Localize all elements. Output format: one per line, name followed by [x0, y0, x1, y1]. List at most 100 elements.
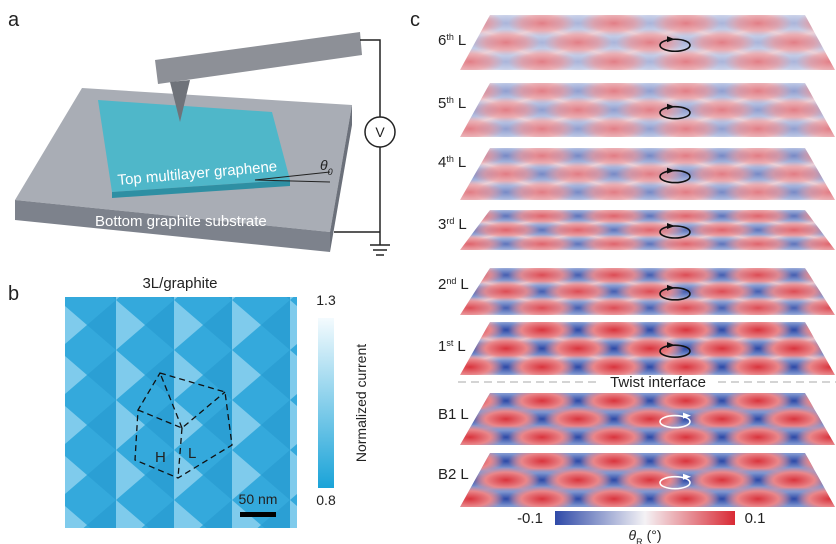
- red-domain: [364, 317, 432, 342]
- red-domain: [364, 448, 432, 474]
- layer-suffix: L: [460, 466, 468, 483]
- colorbar-max: 0.1: [745, 510, 766, 527]
- layer-plane: [364, 264, 836, 319]
- red-domain: [364, 354, 432, 379]
- layer-label: 2ndL: [438, 276, 469, 293]
- blue-domain: [404, 144, 464, 167]
- red-domain: [364, 49, 432, 75]
- layer-label: 3rdL: [438, 216, 467, 233]
- angle-sub: 0: [328, 167, 333, 177]
- layer-suffix: L: [458, 216, 466, 233]
- scale-bar: [240, 512, 276, 517]
- blue-domain: [404, 79, 464, 103]
- layer-number: 3: [438, 216, 446, 233]
- red-domain: [724, 425, 792, 450]
- red-domain: [580, 234, 648, 253]
- layer-plane: [364, 143, 836, 204]
- layer-number: 4: [438, 154, 446, 171]
- red-domain: [580, 49, 648, 75]
- red-domain: [652, 180, 720, 205]
- red-domain: [436, 354, 504, 379]
- layer-number: 5: [438, 95, 446, 112]
- red-domain: [832, 220, 836, 239]
- red-domain: [652, 234, 720, 253]
- red-domain: [508, 234, 576, 253]
- red-domain: [580, 180, 648, 205]
- layer-superscript: th: [446, 32, 454, 42]
- red-domain: [724, 116, 792, 142]
- red-domain: [724, 180, 792, 205]
- red-domain: [364, 425, 432, 450]
- layer-superscript: nd: [446, 276, 456, 286]
- red-domain: [724, 297, 792, 320]
- region-label: L: [188, 445, 196, 462]
- red-domain: [436, 49, 504, 75]
- layer-number: B2: [438, 466, 456, 483]
- red-domain: [400, 280, 468, 303]
- layer-number: 2: [438, 276, 446, 293]
- red-domain: [436, 234, 504, 253]
- layer-suffix: L: [458, 154, 466, 171]
- red-domain: [652, 49, 720, 75]
- layer-plane: [364, 78, 836, 142]
- red-domain: [436, 297, 504, 320]
- red-domain: [580, 425, 648, 450]
- red-domain: [832, 280, 836, 303]
- red-domain: [364, 264, 432, 287]
- layer-stack: [364, 10, 836, 512]
- layer-suffix: L: [458, 32, 466, 49]
- colorbar-sub: R: [636, 537, 643, 544]
- red-domain: [832, 97, 836, 123]
- layer-plane: [364, 317, 836, 380]
- layer-suffix: L: [458, 95, 466, 112]
- blue-domain: [404, 355, 464, 378]
- red-domain: [364, 206, 432, 225]
- red-domain: [508, 180, 576, 205]
- bottom-layer-label: Bottom graphite substrate: [95, 213, 267, 230]
- red-domain: [364, 388, 432, 413]
- red-domain: [724, 354, 792, 379]
- layer-plane: [364, 388, 836, 449]
- device-schematic: V Top multilayer graphene Bottom graphit…: [15, 32, 395, 255]
- colorbar-label: θR(°): [628, 527, 661, 544]
- cantilever: [155, 32, 362, 84]
- layer-superscript: st: [446, 338, 454, 348]
- red-domain: [364, 180, 432, 205]
- colorbar-min: 0.8: [316, 492, 336, 508]
- red-domain: [832, 407, 836, 432]
- red-domain: [508, 49, 576, 75]
- layer-suffix: L: [460, 406, 468, 423]
- red-domain: [364, 10, 432, 36]
- red-domain: [580, 116, 648, 142]
- red-domain: [580, 297, 648, 320]
- red-domain: [508, 425, 576, 450]
- red-domain: [580, 486, 648, 512]
- colorbar: [555, 511, 735, 525]
- panel-label: a: [8, 9, 20, 31]
- layer-number: 1: [438, 338, 446, 355]
- figure: a V Top multilayer graphene Bottom graph…: [0, 0, 836, 544]
- red-domain: [832, 336, 836, 361]
- image-title: 3L/graphite: [142, 275, 217, 292]
- red-domain: [832, 29, 836, 55]
- red-domain: [508, 486, 576, 512]
- colorbar-label: Normalized current: [353, 344, 369, 462]
- region-label: H: [155, 449, 166, 466]
- panel-label: c: [410, 9, 420, 31]
- layer-plane: [364, 10, 836, 75]
- layer-suffix: L: [457, 338, 465, 355]
- layer-plane: [364, 206, 836, 253]
- colorbar: [318, 318, 334, 488]
- blue-domain: [404, 235, 464, 253]
- blue-domain: [404, 50, 464, 74]
- red-domain: [436, 486, 504, 512]
- red-domain: [652, 425, 720, 450]
- scale-bar-label: 50 nm: [239, 491, 278, 507]
- layer-number: B1: [438, 406, 456, 423]
- red-domain: [724, 234, 792, 253]
- layer-label: B1L: [438, 406, 469, 423]
- layer-label: 4thL: [438, 154, 466, 171]
